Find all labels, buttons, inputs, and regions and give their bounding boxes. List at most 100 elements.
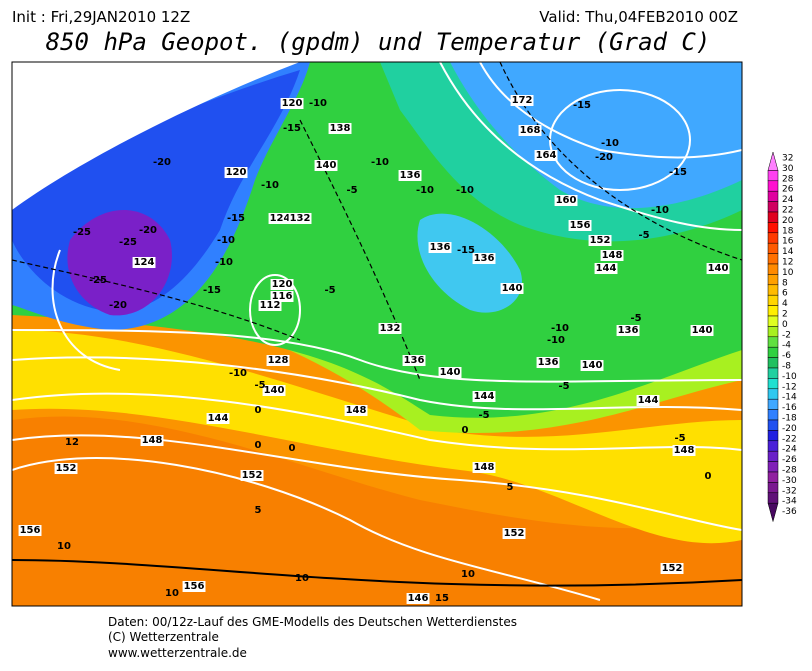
contour-label: -15: [203, 285, 221, 296]
label-box: [510, 95, 534, 106]
contour-label: 0: [255, 405, 262, 416]
colorbar-label: -2: [782, 330, 791, 340]
label-box: [500, 283, 524, 294]
colorbar-label: -24: [782, 445, 797, 455]
contour-label: -10: [309, 98, 327, 109]
contour-label: -15: [457, 245, 475, 256]
contour-label: 5: [255, 505, 262, 516]
colorbar-band: [767, 367, 779, 379]
label-box: [438, 367, 462, 378]
colorbar-label: 6: [782, 289, 788, 299]
contour-label: 140: [264, 385, 285, 396]
label-box: [224, 167, 248, 178]
contour-label: 136: [474, 253, 495, 264]
contour-label: 144: [208, 413, 229, 424]
contour-label: -25: [73, 227, 91, 238]
colorbar-band: [767, 284, 779, 296]
contour-label: 10: [57, 541, 71, 552]
colorbar-label: -4: [782, 341, 791, 351]
map-frame: [11, 61, 743, 607]
contour-label: 144: [638, 395, 659, 406]
contour-label: 140: [440, 367, 461, 378]
label-box: [54, 463, 78, 474]
contour-label: 0: [705, 471, 712, 482]
label-box: [706, 263, 730, 274]
label-box: [472, 462, 496, 473]
init-time: Init : Fri,29JAN2010 12Z: [12, 8, 190, 26]
label-box: [280, 98, 304, 109]
colorbar-band: [767, 190, 779, 202]
colorbar-label: 26: [782, 185, 794, 195]
contour-label: -10: [551, 323, 569, 334]
label-box: [536, 357, 560, 368]
contour-label: -5: [478, 410, 489, 421]
valid-time: Valid: Thu,04FEB2010 00Z: [539, 8, 738, 26]
colorbar-label: -34: [782, 497, 797, 507]
colorbar-band: [767, 211, 779, 223]
colorbar-label: 4: [782, 299, 788, 309]
label-box: [268, 213, 292, 224]
label-box: [140, 435, 164, 446]
contour-label: -20: [153, 157, 171, 168]
colorbar-label: -8: [782, 362, 791, 372]
contour-label: 148: [602, 250, 623, 261]
contour-label: -10: [217, 235, 235, 246]
contour-label: 0: [289, 443, 296, 454]
colorbar-end: [767, 151, 779, 171]
contour-label: -10: [651, 205, 669, 216]
colorbar-label: -36: [782, 507, 797, 517]
colorbar-band: [767, 398, 779, 410]
label-box: [672, 445, 696, 456]
colorbar: 32302826242220181614121086420-2-4-6-8-10…: [767, 151, 797, 523]
contour-label: 10: [295, 573, 309, 584]
contour-label: 124: [134, 257, 155, 268]
contour-label: 156: [570, 220, 591, 231]
contour-label: -10: [456, 185, 474, 196]
map-title: 850 hPa Geopot. (gpdm) und Temperatur (G…: [46, 28, 711, 56]
label-box: [398, 170, 422, 181]
colorbar-band: [767, 388, 779, 400]
colorbar-band: [767, 222, 779, 234]
colorbar-label: 14: [782, 247, 794, 257]
colorbar-label: 16: [782, 237, 794, 247]
contour-label: -10: [215, 257, 233, 268]
colorbar-band: [767, 336, 779, 348]
colorbar-label: 10: [782, 268, 794, 278]
colorbar-band: [767, 450, 779, 462]
contour-label: 148: [142, 435, 163, 446]
colorbar-band: [767, 440, 779, 452]
contour-label: 138: [330, 123, 351, 134]
colorbar-band: [767, 305, 779, 317]
contour-label: -10: [547, 335, 565, 346]
contour-label: 120: [272, 279, 293, 290]
contour-label: 128: [268, 355, 289, 366]
contour-label: 140: [708, 263, 729, 274]
contour-label: 172: [512, 95, 533, 106]
colorbar-end: [767, 502, 779, 523]
colorbar-label: 28: [782, 174, 794, 184]
contour-label: 132: [380, 323, 401, 334]
colorbar-label: 32: [782, 154, 793, 164]
colorbar-label: -12: [782, 382, 797, 392]
contour-label: -10: [601, 138, 619, 149]
colorbar-label: 0: [782, 320, 788, 330]
colorbar-label: -32: [782, 486, 797, 496]
label-box: [18, 525, 42, 536]
contour-label: 132: [290, 213, 311, 224]
contour-label: 140: [582, 360, 603, 371]
colorbar-band: [767, 315, 779, 327]
colorbar-band: [767, 492, 779, 504]
label-box: [660, 563, 684, 574]
colorbar-band: [767, 430, 779, 442]
label-box: [402, 355, 426, 366]
label-box: [502, 528, 526, 539]
contour-label: 156: [20, 525, 41, 536]
contour-label: 124: [270, 213, 291, 224]
colorbar-band: [767, 242, 779, 254]
label-box: [258, 300, 282, 311]
contour-label: -5: [638, 230, 649, 241]
contour-label: 136: [430, 242, 451, 253]
label-box: [132, 257, 156, 268]
colorbar-label: 20: [782, 216, 794, 226]
